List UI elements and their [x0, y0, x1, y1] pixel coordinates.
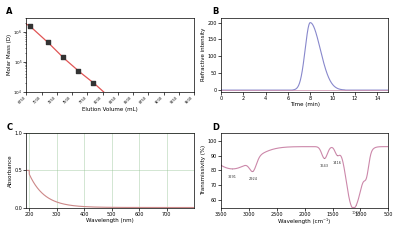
- Text: A: A: [6, 7, 13, 16]
- Y-axis label: Absorbance: Absorbance: [8, 154, 13, 187]
- Text: B: B: [212, 7, 219, 16]
- Point: [90, 81, 97, 85]
- Point: [75, 69, 82, 73]
- X-axis label: Time (min): Time (min): [290, 102, 320, 107]
- Text: 3291: 3291: [228, 169, 237, 179]
- X-axis label: Wavelength (cm⁻¹): Wavelength (cm⁻¹): [278, 218, 331, 224]
- Text: 1643: 1643: [320, 158, 329, 168]
- Text: 2924: 2924: [248, 171, 258, 181]
- Text: 1416: 1416: [333, 155, 342, 165]
- Point: [124, 111, 130, 115]
- X-axis label: Elution Volume (mL): Elution Volume (mL): [82, 106, 138, 112]
- Text: 1074: 1074: [352, 205, 361, 215]
- Y-axis label: Molar Mass (D): Molar Mass (D): [7, 34, 12, 75]
- Point: [45, 40, 51, 44]
- Point: [106, 94, 112, 98]
- Y-axis label: Refractive intensity: Refractive intensity: [201, 28, 206, 81]
- Text: C: C: [6, 123, 12, 132]
- Y-axis label: Transmissivity (%): Transmissivity (%): [201, 145, 206, 195]
- Point: [142, 129, 148, 133]
- Text: D: D: [212, 123, 220, 132]
- X-axis label: Wavelength (nm): Wavelength (nm): [86, 218, 134, 223]
- Point: [26, 24, 33, 27]
- Point: [60, 56, 66, 59]
